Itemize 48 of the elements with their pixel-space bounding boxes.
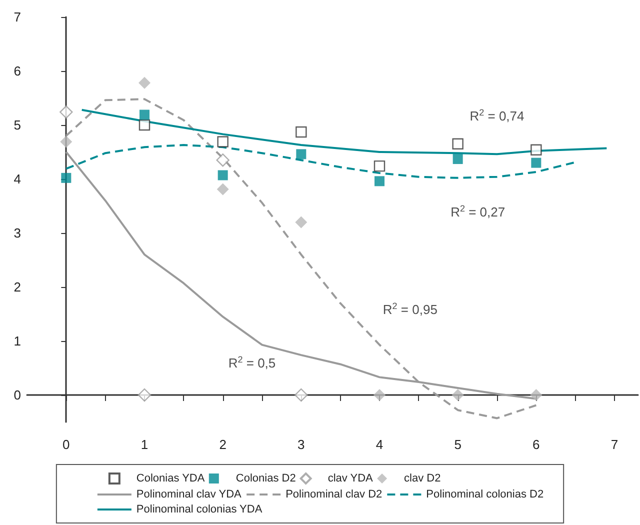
point — [531, 158, 542, 168]
y-tick-label: 3 — [14, 226, 21, 240]
legend-label: Polinominal colonias YDA — [136, 504, 263, 516]
point — [296, 126, 307, 138]
point — [374, 389, 386, 401]
x-tick-label: 3 — [298, 437, 305, 452]
legend-label: Colonias D2 — [236, 472, 296, 484]
y-tick-label: 6 — [14, 64, 21, 78]
point — [61, 172, 72, 183]
point — [294, 388, 308, 402]
x-tick-label: 0 — [62, 437, 70, 452]
point — [60, 136, 72, 148]
legend-label: Polinominal clav YDA — [136, 488, 242, 500]
x-tick-label: 1 — [140, 437, 148, 452]
legend-label: Colonias YDA — [136, 472, 206, 484]
point — [60, 105, 73, 119]
y-tick-label: 0 — [14, 388, 21, 402]
point — [216, 183, 229, 196]
x-tick-label: 7 — [610, 437, 618, 452]
y-tick-label: 7 — [14, 10, 21, 24]
point — [452, 138, 464, 150]
point — [217, 136, 228, 148]
legend-label: clav YDA — [328, 472, 374, 484]
x-tick-label: 6 — [532, 437, 540, 452]
x-tick-label: 2 — [219, 437, 226, 452]
y-tick-label: 2 — [14, 280, 21, 294]
point — [296, 149, 306, 160]
point — [374, 160, 386, 172]
legend-label: Polinominal colonias D2 — [426, 488, 544, 500]
point — [138, 119, 150, 131]
point — [452, 389, 464, 401]
point — [530, 144, 542, 156]
point — [216, 154, 230, 167]
legend-label: clav D2 — [404, 472, 441, 484]
point — [140, 110, 150, 120]
point — [452, 154, 463, 164]
x-tick-label: 5 — [454, 437, 462, 452]
point — [138, 76, 150, 89]
y-tick-label: 5 — [14, 118, 21, 132]
legend-label: Polinominal clav D2 — [286, 488, 382, 500]
x-tick-label: 4 — [376, 437, 384, 452]
point — [374, 176, 384, 186]
y-tick-label: 4 — [14, 172, 21, 186]
point — [530, 389, 542, 401]
y-tick-label: 1 — [14, 334, 21, 348]
point — [138, 388, 152, 402]
point — [295, 216, 308, 228]
point — [218, 170, 228, 180]
